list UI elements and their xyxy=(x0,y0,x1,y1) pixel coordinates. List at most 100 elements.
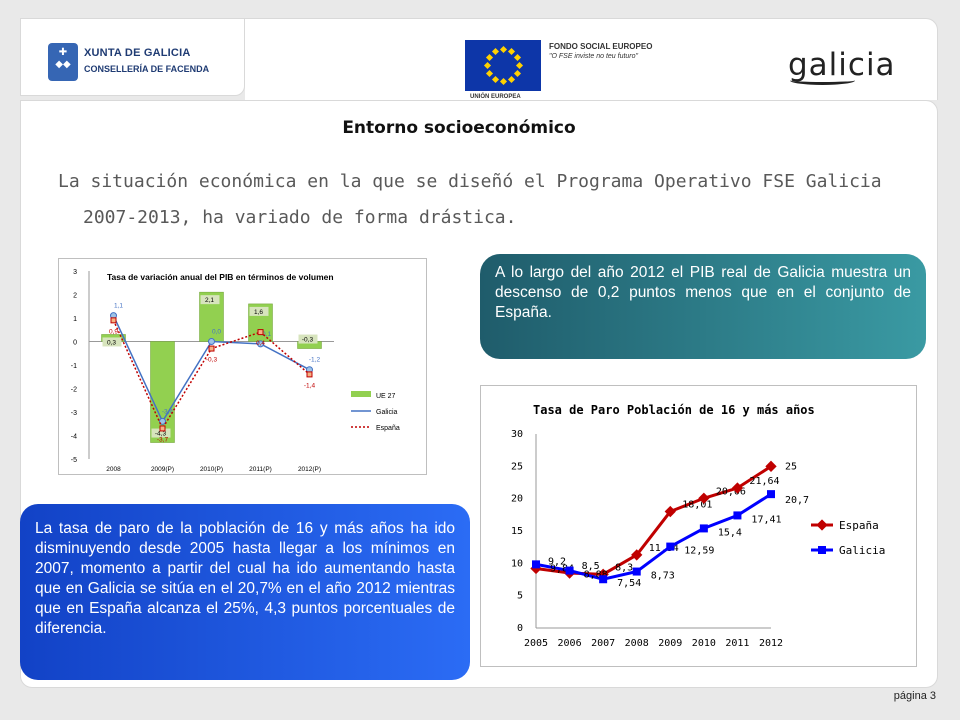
header-strip xyxy=(245,18,938,100)
point-label: 9,2 xyxy=(548,557,566,568)
point-label: 12,59 xyxy=(684,546,714,557)
fse-motto: "O FSE inviste no teu futuro" xyxy=(549,53,639,60)
y-tick-label: 0 xyxy=(517,623,523,634)
bar-label-bg xyxy=(102,337,122,347)
unemployment-chart: Tasa de Paro Población de 16 y más años 3… xyxy=(480,385,917,667)
point-label: 8,5 xyxy=(582,561,600,572)
point xyxy=(208,345,215,352)
x-tick-label: 2010 xyxy=(692,638,716,649)
legend-label: Galicia xyxy=(839,544,885,557)
point-label: -3,7 xyxy=(157,436,169,443)
point xyxy=(699,524,708,533)
y-tick-label: 2 xyxy=(73,293,77,300)
point-label: -1,4 xyxy=(304,382,316,389)
y-tick-label: 10 xyxy=(511,558,523,569)
x-tick-label: 2008 xyxy=(106,466,121,473)
legend-label: España xyxy=(839,519,879,532)
legend-label: UE 27 xyxy=(376,393,396,400)
legend-label: Galicia xyxy=(376,409,398,416)
eu-label: UNIÓN EUROPEA xyxy=(470,94,521,100)
chart-title: Tasa de Paro Población de 16 y más años xyxy=(533,403,815,417)
intro-text: La situación económica en la que se dise… xyxy=(58,171,882,228)
x-tick-label: 2012 xyxy=(759,638,783,649)
y-tick-label: 3 xyxy=(73,269,77,276)
y-tick-label: 20 xyxy=(511,494,523,505)
legend-marker xyxy=(816,519,828,531)
x-tick-label: 2011(P) xyxy=(249,466,272,473)
chart-title: Tasa de variación anual del PIB en térmi… xyxy=(107,272,334,282)
point-label: 8,88 xyxy=(584,570,608,581)
point xyxy=(632,567,641,576)
point-label: 1,1 xyxy=(114,303,123,310)
point-label: 8,73 xyxy=(651,571,675,582)
y-tick-label: 1 xyxy=(73,316,77,323)
y-tick-label: -4 xyxy=(71,434,77,441)
bar-data-label: 2,1 xyxy=(205,297,214,304)
point-label: 18,01 xyxy=(682,500,712,511)
point-label: -1,2 xyxy=(309,357,321,364)
point-label: 25 xyxy=(785,461,797,472)
bar-data-label: 0,3 xyxy=(107,339,116,346)
pib-chart: Tasa de variación anual del PIB en térmi… xyxy=(58,258,427,475)
point-label: 0,9 xyxy=(109,328,118,335)
point-label: 7,54 xyxy=(617,578,641,589)
point-label: 17,41 xyxy=(751,514,781,525)
pib-callout: A lo largo del año 2012 el PIB real de G… xyxy=(480,254,926,359)
bar-data-label: 1,6 xyxy=(254,309,263,316)
pib-chart-svg: Tasa de variación anual del PIB en térmi… xyxy=(71,269,400,473)
point-label: 0,0 xyxy=(212,329,221,336)
point xyxy=(631,549,643,561)
point xyxy=(159,417,166,425)
point-label: 11,34 xyxy=(649,543,679,554)
conselleria-name: CONSELLERÍA DE FACENDA xyxy=(84,64,210,74)
x-tick-label: 2007 xyxy=(591,638,615,649)
point-label: 15,4 xyxy=(718,527,742,538)
point-label: -0,1 xyxy=(260,331,272,338)
point-label: 21,64 xyxy=(749,476,779,487)
y-tick-label: 30 xyxy=(511,429,523,440)
point-label: -0,3 xyxy=(206,357,218,364)
bar-label-bg xyxy=(200,295,220,305)
point-label: 9,84 xyxy=(550,563,574,574)
x-tick-label: 2006 xyxy=(558,638,582,649)
y-tick-label: 5 xyxy=(517,591,523,602)
page-number: página 3 xyxy=(893,690,936,702)
xunta-name: XUNTA DE GALICIA xyxy=(84,47,191,59)
legend-swatch xyxy=(351,391,371,397)
legend-label: España xyxy=(376,425,400,432)
point xyxy=(257,329,264,336)
page-title: Entorno socioeconómico xyxy=(342,118,576,138)
point-label: 20,06 xyxy=(716,486,746,497)
point xyxy=(767,490,775,499)
y-tick-label: 0 xyxy=(73,340,77,347)
y-tick-label: -1 xyxy=(71,363,77,370)
unemployment-chart-svg: Tasa de Paro Población de 16 y más años 3… xyxy=(511,403,885,649)
point xyxy=(159,425,166,432)
x-tick-label: 2011 xyxy=(725,638,749,649)
y-tick-label: 25 xyxy=(511,461,523,472)
point-label: 8,3 xyxy=(615,562,633,573)
point xyxy=(208,338,215,345)
point-label: 20,7 xyxy=(785,495,809,506)
x-tick-label: 2005 xyxy=(524,638,548,649)
x-tick-label: 2010(P) xyxy=(200,466,223,473)
point xyxy=(698,492,710,504)
point-label: 0,4 xyxy=(256,340,265,347)
legend-marker xyxy=(818,546,826,554)
eu-flag-icon xyxy=(465,40,541,91)
bar-label-bg xyxy=(151,428,171,438)
point xyxy=(306,371,313,378)
x-tick-label: 2008 xyxy=(625,638,649,649)
x-tick-label: 2009(P) xyxy=(151,466,174,473)
point xyxy=(110,317,117,324)
x-tick-label: 2009 xyxy=(658,638,682,649)
bar-label-bg xyxy=(298,334,318,344)
point xyxy=(532,560,540,569)
y-tick-label: -2 xyxy=(71,387,77,394)
y-tick-label: 15 xyxy=(511,526,523,537)
point xyxy=(599,575,608,584)
point xyxy=(666,542,675,551)
point xyxy=(565,566,574,575)
point xyxy=(257,340,264,348)
